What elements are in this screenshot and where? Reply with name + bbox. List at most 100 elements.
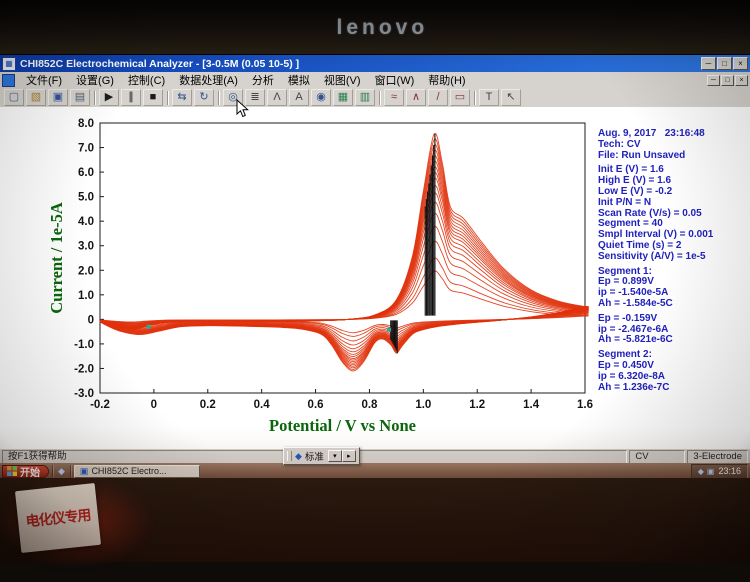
slope-icon[interactable]: / <box>428 89 448 106</box>
y-tick-label: 4.0 <box>78 216 94 228</box>
peak-definition-icon: Λ <box>273 91 281 103</box>
y-tick-label: 0 <box>88 314 94 326</box>
toolbar-expand-button[interactable]: ▸ <box>341 450 356 462</box>
open-file-icon[interactable]: ▧ <box>26 89 46 106</box>
y-tick-label: -1.0 <box>74 339 94 351</box>
lenovo-logo: lenovo <box>336 16 429 39</box>
pause-icon[interactable]: ∥ <box>121 89 141 106</box>
toolbar-dropdown-button[interactable]: ▾ <box>327 450 342 462</box>
menu-item-4[interactable]: 数据处理(A) <box>179 75 238 87</box>
save-icon: ▣ <box>52 91 64 103</box>
pause-icon: ∥ <box>128 91 134 103</box>
title-bar: ▦ CHI852C Electrochemical Analyzer - [3-… <box>0 55 750 72</box>
bar-graph-icon: ▥ <box>359 91 371 103</box>
maximize-button[interactable]: □ <box>717 57 732 70</box>
smooth-icon[interactable]: ≈ <box>384 89 404 106</box>
plot-client-area: -0.2 0 0.2 0.4 0.6 0.8 1.0 1.2 1.4 1.6 8.0 7.0 6.0 5.… <box>0 107 750 449</box>
y-axis-title: Current / 1e-5A <box>47 202 66 314</box>
cursor-dot <box>387 327 392 332</box>
reverse-scan-icon[interactable]: ⇆ <box>172 89 192 106</box>
repeat-run-icon[interactable]: ↻ <box>194 89 214 106</box>
y-tick-label: 1.0 <box>78 290 94 302</box>
stop-icon: ■ <box>149 91 157 103</box>
x-tick-label: 1.2 <box>469 399 485 411</box>
menu-item-7[interactable]: 视图(V) <box>323 75 361 87</box>
close-button[interactable]: × <box>733 57 748 70</box>
pointer-tool-icon[interactable]: ↖ <box>501 89 521 106</box>
y-tick-label: 6.0 <box>78 167 94 179</box>
run-icon: ▶ <box>104 91 114 103</box>
mouse-cursor <box>236 98 250 123</box>
floating-toolbar[interactable]: ◆ 标准 ▾ ▸ <box>283 447 360 465</box>
menu-item-3[interactable]: 控制(C) <box>127 75 166 87</box>
bar-graph-icon[interactable]: ▥ <box>355 89 375 106</box>
clock-icon[interactable]: ◉ <box>311 89 331 106</box>
mdi-close-button[interactable]: × <box>735 74 748 86</box>
x-tick-label: 0 <box>151 399 157 411</box>
floating-toolbar-label: 标准 <box>304 452 324 463</box>
menu-items: 文件(F) 设置(G) 控制(C) 数据处理(A) 分析 模拟 视图(V) 窗口(W) 帮助(H… <box>19 71 473 89</box>
stop-icon[interactable]: ■ <box>143 89 163 106</box>
text-tool-icon: T <box>485 91 493 103</box>
save-icon[interactable]: ▣ <box>48 89 68 106</box>
derivative-icon: ∧ <box>411 91 421 103</box>
toolbar: ▢ ▧ ▣ ▤ ▶ ∥ ■ ⇆ ↻ ◎ ≣ Λ A ◉ ▦ ▥ ≈ ∧ / ▭ T ↖ <box>0 88 750 108</box>
mdi-restore-button[interactable]: □ <box>721 74 734 86</box>
standard-toolbar-icon: ◆ <box>295 450 302 461</box>
parameter-line: Ep = -0.159V <box>598 312 658 324</box>
derivative-icon[interactable]: ∧ <box>406 89 426 106</box>
y-tick-label: 8.0 <box>78 118 94 130</box>
toolbar-icons: ▢ ▧ ▣ ▤ ▶ ∥ ■ ⇆ ↻ ◎ ≣ Λ A ◉ ▦ ▥ ≈ ∧ / ▭ T ↖ <box>3 89 522 106</box>
text-label-icon[interactable]: A <box>289 89 309 106</box>
tray-icon-2[interactable]: ▣ <box>706 466 715 476</box>
clock-icon: ◉ <box>316 91 326 103</box>
text-tool-icon[interactable]: T <box>479 89 499 106</box>
system-tray: ◆ ▣ 23:16 <box>690 463 748 479</box>
print-icon[interactable]: ▤ <box>70 89 90 106</box>
menu-bar: 文件(F) 设置(G) 控制(C) 数据处理(A) 分析 模拟 视图(V) 窗口(W) 帮助(H… <box>0 72 750 89</box>
toolbar-separator <box>218 90 219 105</box>
toolbar-separator <box>474 90 475 105</box>
cv-curve <box>99 192 589 355</box>
x-tick-label: 0.2 <box>200 399 216 411</box>
y-tick-label: 5.0 <box>78 192 94 204</box>
run-icon[interactable]: ▶ <box>99 89 119 106</box>
monitor-top-bezel: lenovo <box>0 0 750 54</box>
new-file-icon[interactable]: ▢ <box>4 89 24 106</box>
toolbar-grip[interactable] <box>287 451 292 461</box>
parameter-line: Ah = -1.584e-5C <box>598 297 673 309</box>
sticky-note: 电化仪专用 <box>14 482 102 554</box>
new-file-icon: ▢ <box>8 91 20 103</box>
baseline-icon[interactable]: ▭ <box>450 89 470 106</box>
cv-curve <box>99 201 589 353</box>
cv-curve <box>99 132 589 372</box>
menu-item-6[interactable]: 模拟 <box>287 75 310 87</box>
menu-item-5[interactable]: 分析 <box>251 75 274 87</box>
mdi-minimize-button[interactable]: ─ <box>707 74 720 86</box>
minimize-button[interactable]: ─ <box>701 57 716 70</box>
reverse-scan-icon: ⇆ <box>177 91 187 103</box>
parameter-line: Ah = -5.821e-6C <box>598 334 673 346</box>
menu-item-1[interactable]: 文件(F) <box>26 75 63 87</box>
parameter-line: Init P/N = N <box>598 196 652 208</box>
x-tick-label: 1.4 <box>523 399 540 411</box>
slope-icon: / <box>436 91 440 103</box>
toolbar-separator <box>379 90 380 105</box>
peak-definition-icon[interactable]: Λ <box>267 89 287 106</box>
tray-icon-1[interactable]: ◆ <box>697 466 704 476</box>
menu-item-2[interactable]: 设置(G) <box>76 75 114 87</box>
print-icon: ▤ <box>74 91 86 103</box>
cv-curve <box>99 160 589 364</box>
y-tick-label: 2.0 <box>78 265 94 277</box>
smooth-icon: ≈ <box>390 91 398 103</box>
tray-clock: 23:16 <box>718 466 741 476</box>
menu-item-8[interactable]: 窗口(W) <box>374 75 415 87</box>
mdi-child-icon <box>2 73 15 87</box>
parameter-line: Tech: CV <box>598 138 641 150</box>
menu-item-9[interactable]: 帮助(H) <box>428 75 466 87</box>
graph-options-icon[interactable]: ▦ <box>333 89 353 106</box>
status-cell-2: 3-Electrode <box>687 450 748 464</box>
x-axis-title: Potential / V vs None <box>269 416 416 435</box>
baseline-icon: ▭ <box>454 91 466 103</box>
y-tick-label: -2.0 <box>74 363 94 375</box>
